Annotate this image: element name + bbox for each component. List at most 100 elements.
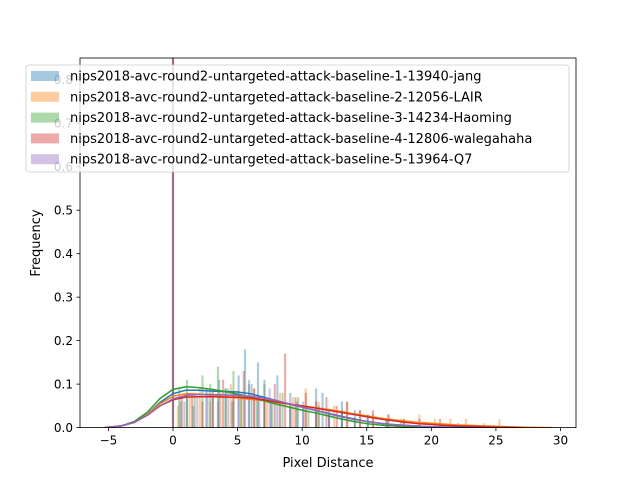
histogram-bar bbox=[386, 418, 389, 428]
histogram-bar bbox=[185, 392, 188, 428]
histogram-bar bbox=[281, 392, 284, 428]
histogram-bar bbox=[227, 388, 230, 428]
series-bars-3 bbox=[171, 58, 403, 428]
y-axis-label: Frequency bbox=[29, 209, 44, 276]
histogram-bar bbox=[295, 401, 298, 428]
histogram-bar bbox=[402, 418, 405, 428]
histogram-bar bbox=[266, 401, 269, 428]
histogram-bar bbox=[211, 397, 214, 428]
histogram-bar bbox=[219, 392, 222, 428]
histogram-bar bbox=[317, 405, 320, 428]
histogram-bar bbox=[321, 392, 324, 428]
histogram-bar bbox=[464, 418, 467, 428]
legend-swatch bbox=[31, 154, 59, 165]
histogram-bar bbox=[294, 397, 297, 428]
legend-swatch bbox=[31, 133, 59, 144]
legend: nips2018-avc-round2-untargeted-attack-ba… bbox=[25, 64, 570, 173]
histogram-bar bbox=[218, 379, 221, 428]
series-bars-5 bbox=[171, 58, 343, 428]
y-tick-label: 0.2 bbox=[54, 334, 73, 348]
histogram-bar bbox=[498, 418, 501, 428]
histogram-bar bbox=[188, 397, 191, 428]
legend-box bbox=[25, 64, 570, 173]
histogram-bar bbox=[253, 388, 256, 428]
spike-bar bbox=[171, 58, 175, 428]
histogram-bar bbox=[289, 392, 292, 428]
y-tick-label: 0.1 bbox=[54, 377, 73, 391]
histogram-bar bbox=[232, 392, 235, 428]
kde-line-2 bbox=[104, 392, 553, 428]
histogram-bar bbox=[263, 397, 266, 428]
y-tick-label: 0.4 bbox=[54, 247, 73, 261]
histogram-bar bbox=[232, 371, 235, 428]
x-axis-label: Pixel Distance bbox=[282, 456, 373, 471]
legend-label: nips2018-avc-round2-untargeted-attack-ba… bbox=[70, 153, 472, 168]
histogram-bar bbox=[328, 414, 331, 428]
histogram-bar bbox=[335, 405, 338, 428]
histogram-bar bbox=[193, 392, 196, 428]
histogram-bar bbox=[402, 418, 405, 428]
legend-swatch bbox=[31, 71, 59, 81]
histogram-bar bbox=[278, 392, 281, 428]
histogram-bar bbox=[198, 388, 201, 428]
histogram-bar bbox=[185, 379, 188, 428]
histogram-bar bbox=[302, 405, 305, 428]
histogram-bar bbox=[179, 401, 182, 428]
histogram-bar bbox=[263, 384, 266, 428]
x-tick-label: 5 bbox=[234, 434, 242, 448]
histogram-bar bbox=[258, 397, 261, 428]
x-tick-label: −5 bbox=[100, 434, 118, 448]
histogram-bar bbox=[400, 418, 403, 428]
y-tick-label: 0.3 bbox=[54, 290, 73, 304]
kde-curves bbox=[104, 385, 553, 428]
histogram-bar bbox=[211, 388, 214, 428]
histogram-bar bbox=[278, 401, 281, 428]
histogram-bar bbox=[180, 397, 183, 428]
legend-label: nips2018-avc-round2-untargeted-attack-ba… bbox=[70, 90, 483, 105]
histogram-bar bbox=[284, 353, 287, 428]
histogram-bar bbox=[307, 410, 310, 428]
legend-label: nips2018-avc-round2-untargeted-attack-ba… bbox=[70, 70, 482, 85]
histogram-bar bbox=[224, 388, 227, 428]
histogram-bar bbox=[247, 384, 250, 428]
histogram-bar bbox=[250, 384, 253, 428]
histogram-bar bbox=[209, 401, 212, 428]
histogram-bar bbox=[371, 414, 374, 428]
histogram-bar bbox=[371, 410, 374, 428]
histogram-bar bbox=[346, 401, 349, 428]
histogram-bar bbox=[237, 375, 240, 428]
histogram-bar bbox=[271, 401, 274, 428]
histogram-bar bbox=[176, 405, 179, 428]
histogram-bar bbox=[229, 384, 232, 428]
histogram-bar bbox=[291, 397, 294, 428]
histogram-bar bbox=[244, 349, 247, 428]
histogram-bar bbox=[449, 418, 452, 428]
histogram-bar bbox=[209, 384, 212, 428]
x-tick-label: 25 bbox=[488, 434, 503, 448]
x-tick-label: 10 bbox=[295, 434, 310, 448]
histogram-bar bbox=[353, 418, 356, 428]
histogram-bar bbox=[297, 397, 300, 428]
histogram-bar bbox=[317, 401, 320, 428]
legend-label: nips2018-avc-round2-untargeted-attack-ba… bbox=[70, 132, 532, 147]
histogram-bar bbox=[178, 388, 181, 428]
x-tick-label: 0 bbox=[169, 434, 177, 448]
x-axis: −5 0 5 10 15 20 25 30 bbox=[100, 427, 568, 448]
histogram-bar bbox=[269, 401, 272, 428]
histogram-bar bbox=[224, 388, 227, 428]
histogram-bar bbox=[315, 410, 318, 428]
histogram-bar bbox=[273, 384, 276, 428]
histogram-bar bbox=[196, 397, 199, 428]
x-tick-label: 20 bbox=[424, 434, 439, 448]
spike-bar bbox=[171, 58, 175, 428]
legend-swatch bbox=[31, 91, 59, 102]
histogram-bars bbox=[171, 58, 501, 428]
spike-bar bbox=[171, 58, 175, 428]
histogram-bar bbox=[346, 401, 349, 428]
legend-swatch bbox=[31, 112, 59, 123]
histogram-bar bbox=[240, 397, 243, 428]
histogram-bar bbox=[206, 392, 209, 428]
histogram-bar bbox=[253, 388, 256, 428]
histogram-bar bbox=[201, 375, 204, 428]
